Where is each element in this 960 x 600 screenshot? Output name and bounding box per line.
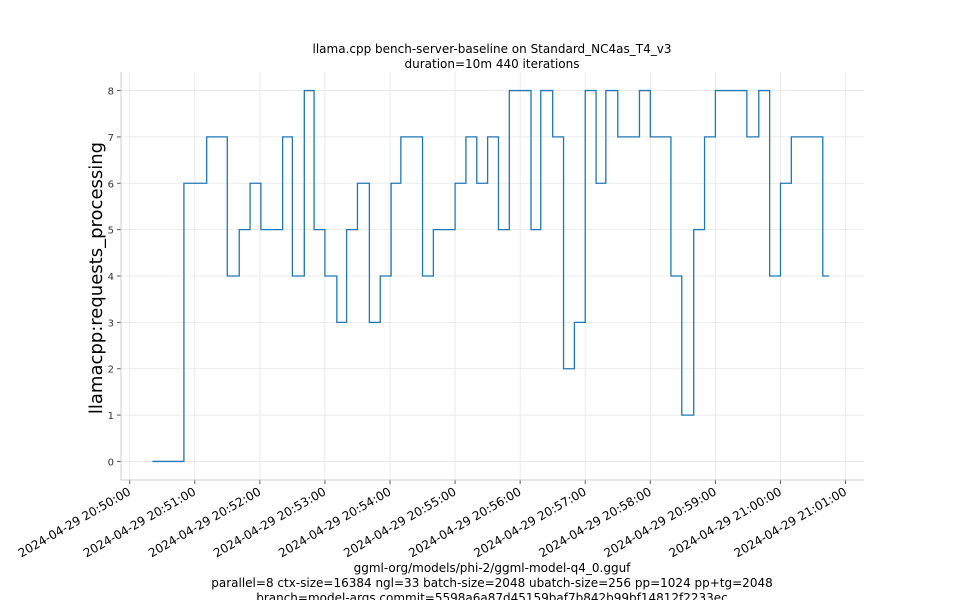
x-tick-label: 2024-04-29 21:01:00 bbox=[732, 484, 849, 560]
y-tick-label: 7 bbox=[108, 133, 114, 144]
y-tick-label: 0 bbox=[108, 457, 114, 468]
x-tick-label: 2024-04-29 20:52:00 bbox=[146, 484, 263, 560]
x-tick-label: 2024-04-29 20:51:00 bbox=[81, 484, 198, 560]
y-tick-label: 1 bbox=[108, 411, 114, 422]
x-tick-label: 2024-04-29 20:50:00 bbox=[16, 484, 133, 560]
x-tick-label: 2024-04-29 20:55:00 bbox=[341, 484, 458, 560]
footnote: branch=model-args commit=5598a6a87d45159… bbox=[256, 591, 728, 600]
x-tick-label: 2024-04-29 20:56:00 bbox=[406, 484, 523, 560]
y-tick-label: 5 bbox=[108, 226, 114, 237]
y-tick-label: 6 bbox=[108, 179, 114, 190]
x-tick-label: 2024-04-29 20:57:00 bbox=[471, 484, 588, 560]
x-tick-label: 2024-04-29 20:58:00 bbox=[536, 484, 653, 560]
y-tick-label: 8 bbox=[108, 87, 114, 98]
footnote: ggml-org/models/phi-2/ggml-model-q4_0.gg… bbox=[354, 561, 632, 575]
footnote: parallel=8 ctx-size=16384 ngl=33 batch-s… bbox=[211, 576, 772, 590]
x-tick-label: 2024-04-29 21:00:00 bbox=[667, 484, 784, 560]
y-tick-label: 2 bbox=[108, 365, 114, 376]
x-tick-label: 2024-04-29 20:59:00 bbox=[602, 484, 719, 560]
chart-title: llama.cpp bench-server-baseline on Stand… bbox=[313, 42, 672, 56]
y-tick-label: 3 bbox=[108, 318, 114, 329]
y-axis-label: llamacpp:requests_processing bbox=[86, 142, 107, 414]
data-line bbox=[152, 89, 830, 463]
y-tick-label: 4 bbox=[108, 272, 114, 283]
x-tick-label: 2024-04-29 20:53:00 bbox=[211, 484, 328, 560]
x-tick-label: 2024-04-29 20:54:00 bbox=[276, 484, 393, 560]
chart-subtitle: duration=10m 440 iterations bbox=[405, 57, 580, 71]
